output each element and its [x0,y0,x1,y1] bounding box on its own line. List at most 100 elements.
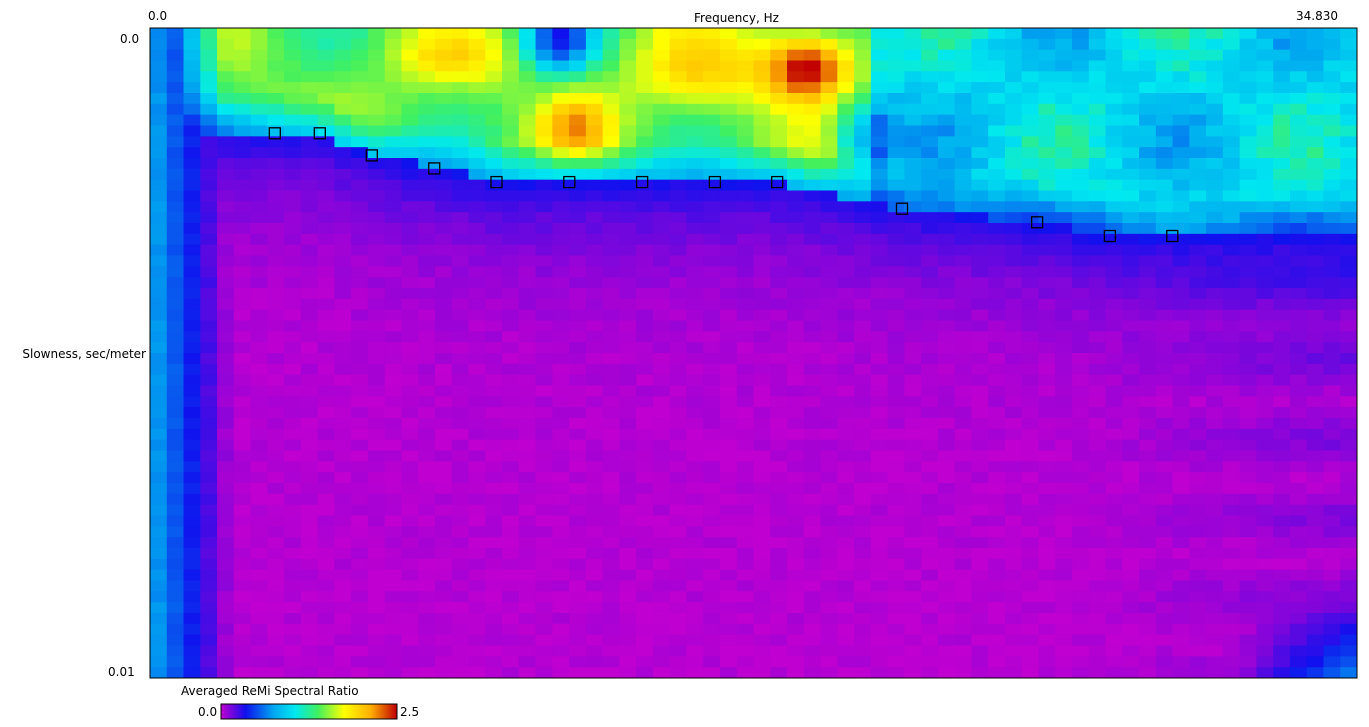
heatmap-cell [217,255,235,267]
pick-marker[interactable] [428,162,441,175]
heatmap-cell [468,418,486,430]
heatmap-cell [1189,613,1207,625]
heatmap-cell [703,60,721,72]
heatmap-cell [200,418,218,430]
heatmap-cell [1105,168,1123,181]
heatmap-cell [401,233,419,246]
heatmap-cell [971,309,989,322]
heatmap-cell [652,558,671,571]
pick-marker[interactable] [313,127,326,140]
heatmap-cell [988,288,1006,300]
heatmap-cell [703,537,721,549]
heatmap-cell [820,504,838,517]
heatmap-cell [233,548,252,560]
heatmap-cell [1239,656,1258,668]
heatmap-cell [803,223,822,235]
heatmap-cell [1004,288,1023,300]
heatmap-cell [1340,385,1357,397]
heatmap-cell [502,418,520,430]
heatmap-cell [1273,580,1291,592]
heatmap-cell [937,266,956,278]
heatmap-cell [1239,298,1258,311]
heatmap-cell [535,49,553,62]
heatmap-cell [1105,353,1123,365]
pick-marker[interactable] [490,175,503,189]
heatmap-cell [854,49,872,62]
heatmap-cell [1289,168,1308,181]
heatmap-cell [1289,353,1308,365]
pick-marker[interactable] [1166,229,1179,243]
heatmap-cell [954,255,973,267]
heatmap-cell [418,179,436,192]
pick-marker[interactable] [1030,216,1044,229]
heatmap-cell [351,179,369,192]
heatmap-cell [669,309,688,322]
heatmap-cell [837,28,855,40]
heatmap-cell [1139,634,1157,647]
heatmap-cell [1340,158,1357,170]
heatmap-cell [837,71,855,83]
heatmap-cell [1189,71,1207,83]
pick-marker[interactable] [895,202,909,215]
heatmap-cell [267,49,285,62]
heatmap-cell [636,201,654,213]
heatmap-cell [652,114,671,127]
heatmap-cell [233,407,252,419]
heatmap-cell [401,515,419,527]
heatmap-cell [585,103,604,116]
heatmap-cell [1189,331,1207,343]
heatmap-cell [887,591,905,603]
heatmap-cell [770,418,788,430]
pick-marker[interactable] [771,175,784,189]
heatmap-cell [468,125,486,137]
heatmap-cell [267,385,285,397]
heatmap-cell [937,125,956,137]
heatmap-cell [1055,493,1073,506]
heatmap-cell [669,537,688,549]
heatmap-cell [569,136,587,148]
heatmap-cell [703,71,721,83]
heatmap-cell [803,49,822,62]
heatmap-cell [837,363,855,376]
heatmap-cell [854,190,872,202]
heatmap-cell [1273,353,1291,365]
heatmap-cell [200,201,218,213]
heatmap-cell [753,569,771,582]
heatmap-cell [351,255,369,267]
heatmap-cell [317,634,335,647]
heatmap-cell [384,38,403,51]
heatmap-cell [468,103,486,116]
heatmap-cell [250,233,268,246]
heatmap-cell [954,418,973,430]
heatmap-cell [569,667,587,678]
heatmap-cell [1256,277,1274,289]
heatmap-cell [736,591,755,603]
heatmap-cell [787,342,805,354]
heatmap-cell [485,472,503,484]
heatmap-cell [837,483,855,495]
heatmap-cell [1340,363,1357,376]
heatmap-cell [904,363,922,376]
heatmap-cell [887,613,905,625]
y-axis-label: Slowness, sec/meter [22,347,146,361]
pick-marker[interactable] [635,175,649,189]
pick-marker[interactable] [268,127,281,140]
heatmap-cell [820,266,838,278]
heatmap-cell [535,418,553,430]
heatmap-cell [150,288,168,300]
heatmap-cell [250,125,268,137]
pick-marker[interactable] [1103,229,1117,243]
pick-marker[interactable] [563,175,576,189]
heatmap-cell [837,385,855,397]
heatmap-cell [418,602,436,614]
heatmap-cell [1122,49,1140,62]
pick-marker[interactable] [708,175,722,189]
pick-marker[interactable] [365,149,378,162]
heatmap-cell [401,342,419,354]
heatmap-cell [921,28,939,40]
heatmap-cell [1055,537,1073,549]
heatmap-cell [1306,223,1325,235]
heatmap-cell [468,331,486,343]
heatmap-cell [585,407,604,419]
heatmap-cell [736,93,755,105]
